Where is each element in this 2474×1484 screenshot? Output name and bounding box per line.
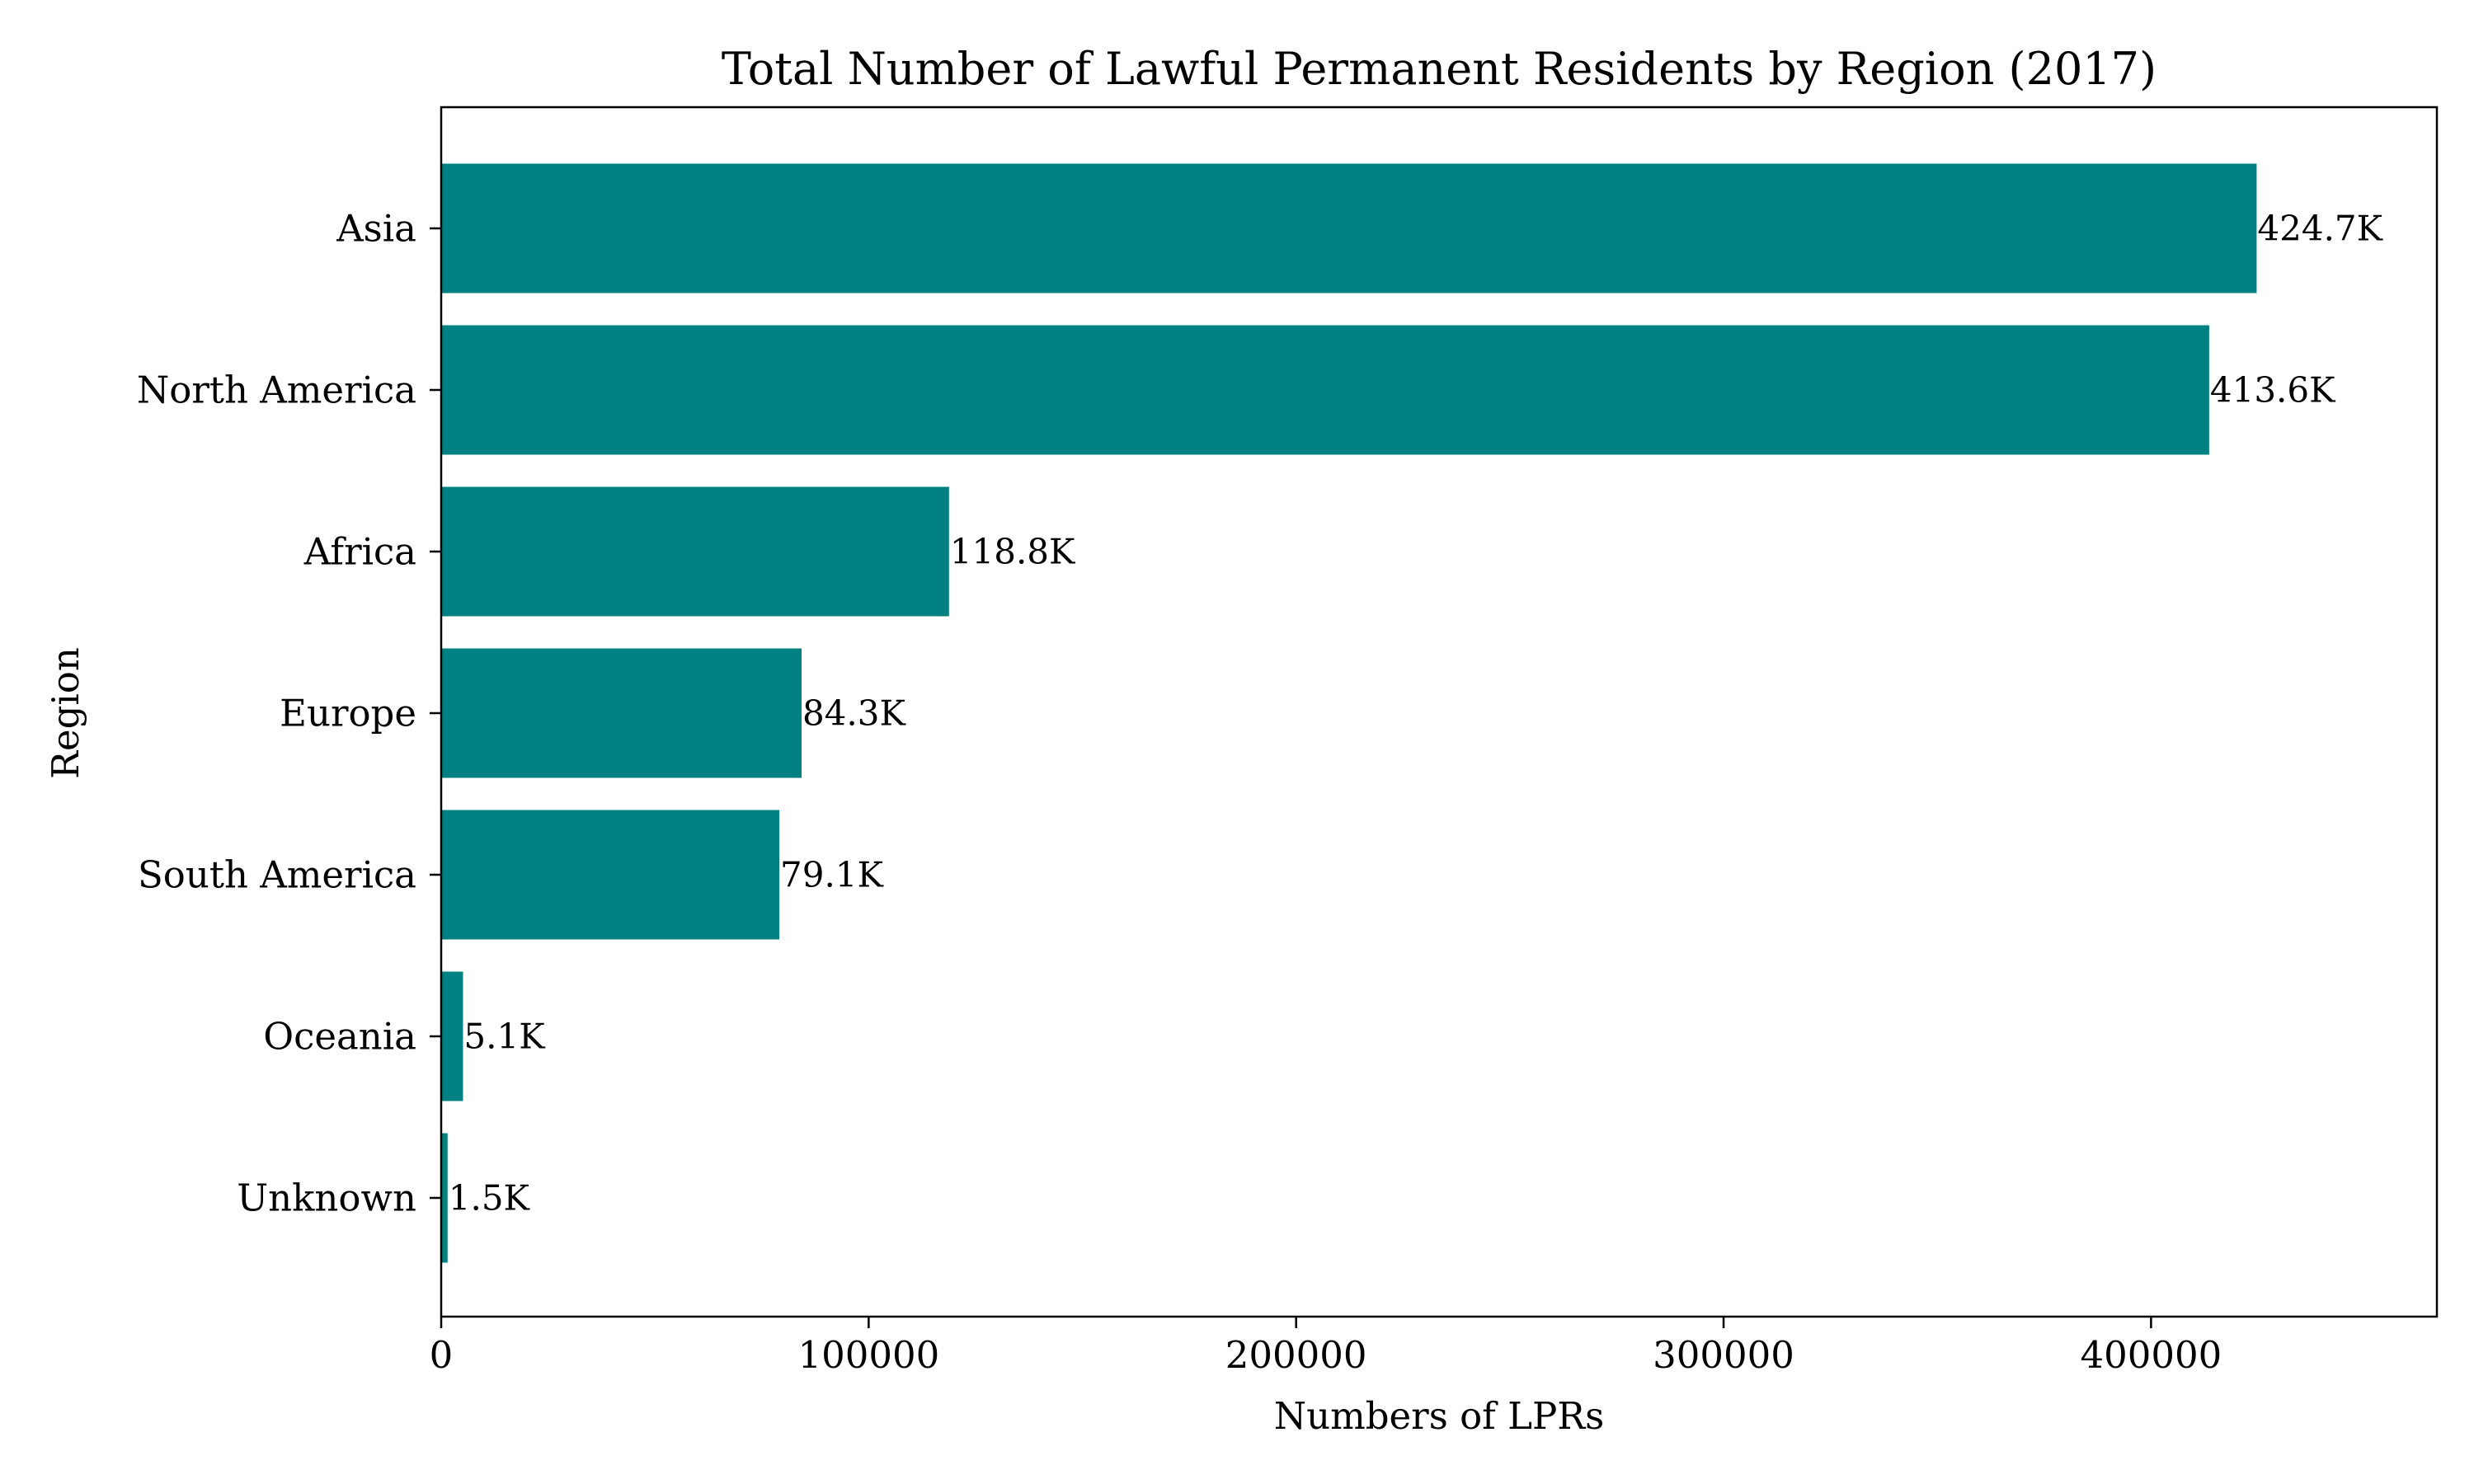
data-label-africa: 118.8K xyxy=(950,532,1076,572)
y-tick-label: Europe xyxy=(280,692,416,735)
bar-asia xyxy=(441,163,2257,294)
bar-unknown xyxy=(441,1133,448,1263)
bars-layer xyxy=(441,163,2257,1263)
y-tick-label: Oceania xyxy=(263,1015,416,1059)
x-axis-label: Numbers of LPRs xyxy=(1274,1394,1605,1438)
data-label-unknown: 1.5K xyxy=(449,1178,531,1219)
x-tick-label: 300000 xyxy=(1653,1333,1794,1377)
y-tick-label: North America xyxy=(137,369,416,412)
chart-title: Total Number of Lawful Permanent Residen… xyxy=(722,43,2157,95)
bar-europe xyxy=(441,648,802,778)
data-label-asia: 424.7K xyxy=(2257,209,2383,249)
y-tick-label: Africa xyxy=(303,530,416,574)
bar-south-america xyxy=(441,810,780,940)
y-tick-label: Asia xyxy=(336,207,416,251)
data-label-europe: 84.3K xyxy=(802,693,907,734)
data-label-oceania: 5.1K xyxy=(463,1017,546,1057)
x-axis-ticks: 0 100000 200000 300000 400000 xyxy=(430,1317,2222,1377)
plot-frame xyxy=(440,106,2439,1318)
data-labels-layer: 424.7K 413.6K 118.8K 84.3K 79.1K 5.1K 1.5K xyxy=(449,209,2384,1219)
y-tick-label: South America xyxy=(138,853,416,897)
bar-north-america xyxy=(441,325,2209,455)
x-tick-label: 400000 xyxy=(2080,1333,2222,1377)
y-axis-ticks: Asia North America Africa Europe South Ameri… xyxy=(137,207,441,1220)
data-label-south-america: 79.1K xyxy=(780,855,885,895)
x-tick-label: 200000 xyxy=(1225,1333,1367,1377)
y-axis-label: Region xyxy=(44,647,87,779)
y-tick-label: Unknown xyxy=(237,1176,416,1220)
bar-oceania xyxy=(441,971,463,1101)
data-label-north-america: 413.6K xyxy=(2210,370,2336,411)
x-tick-label: 0 xyxy=(430,1333,454,1377)
bar-africa xyxy=(441,486,949,617)
x-tick-label: 100000 xyxy=(797,1333,939,1377)
